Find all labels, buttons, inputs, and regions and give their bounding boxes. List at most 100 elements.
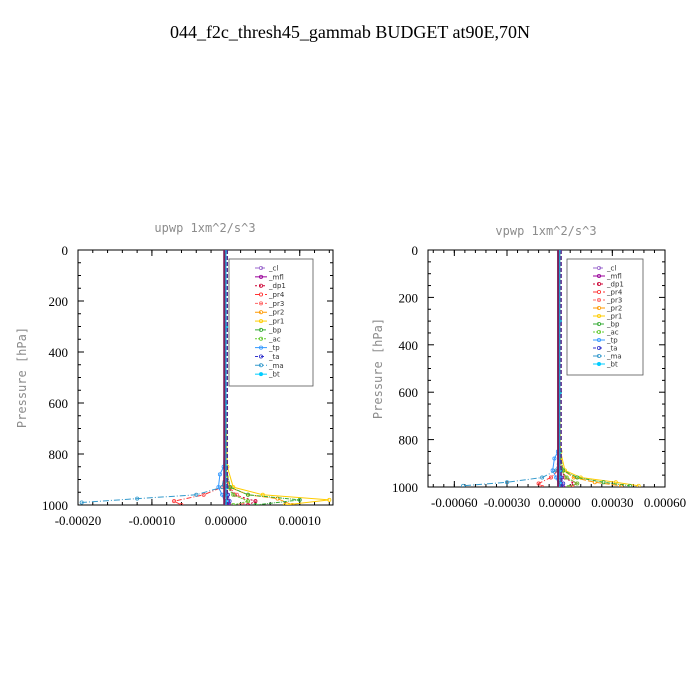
- y-axis-label: Pressure [hPa]: [15, 327, 29, 428]
- data-point: [636, 483, 641, 487]
- y-tick-label: 800: [399, 433, 419, 448]
- legend-marker: [258, 292, 263, 297]
- legend-label: _pr2: [268, 309, 284, 317]
- series-line-pr4: [172, 250, 227, 505]
- data-point: [245, 499, 250, 504]
- data-point: [135, 496, 140, 501]
- data-point: [540, 485, 545, 487]
- data-point: [253, 499, 258, 504]
- legend-label: _ma: [606, 353, 622, 361]
- legend: _cl_mfl_dp1_pr4_pr3_pr2_pr1_bp_ac_tp_ta_…: [228, 258, 314, 387]
- legend-marker: [258, 283, 263, 288]
- y-tick-label: 600: [399, 385, 419, 400]
- panel-title: vpwp 1xm^2/s^3: [495, 224, 596, 238]
- legend-marker: [597, 329, 602, 334]
- x-tick-label: -0.00030: [484, 495, 531, 510]
- y-tick-label: 600: [49, 396, 69, 411]
- data-point: [172, 499, 177, 504]
- legend-marker: [258, 301, 263, 306]
- legend-marker: [258, 354, 263, 359]
- data-point: [575, 481, 580, 486]
- series-group: [461, 250, 641, 487]
- legend-marker: [597, 289, 602, 294]
- data-point: [557, 250, 562, 252]
- data-point: [231, 492, 236, 497]
- legend-label: _bt: [606, 361, 618, 369]
- legend-label: _pr1: [268, 318, 284, 326]
- y-tick-label: 1000: [42, 498, 68, 513]
- data-point: [201, 492, 206, 497]
- legend-marker: [597, 273, 602, 278]
- y-tick-label: 400: [399, 338, 419, 353]
- y-tick-label: 800: [49, 447, 69, 462]
- data-point: [179, 503, 184, 505]
- y-tick-label: 200: [49, 294, 69, 309]
- data-point: [253, 503, 258, 505]
- data-point: [575, 475, 580, 480]
- legend-marker: [258, 363, 263, 368]
- x-tick-label: 0.00000: [539, 495, 581, 510]
- x-tick-label: 0.00000: [205, 513, 247, 528]
- legend-marker: [258, 327, 263, 332]
- chart-panel-1: upwp 1xm^2/s^3 Pressure [hPa] 0 200 400 600 80…: [15, 221, 334, 528]
- legend-marker: [258, 319, 263, 324]
- legend-marker: [597, 313, 602, 318]
- x-tick-label: 0.00060: [644, 495, 686, 510]
- legend-marker: [258, 372, 263, 377]
- y-tick-label: 0: [62, 243, 69, 258]
- legend-marker: [258, 345, 263, 350]
- legend-label: _pr1: [606, 313, 622, 321]
- x-tick-label: 0.00010: [279, 513, 321, 528]
- series-line-ma: [463, 250, 561, 487]
- data-point: [290, 503, 295, 505]
- legend-marker: [258, 310, 263, 315]
- legend-label: _bp: [606, 321, 620, 329]
- legend-label: _ta: [268, 353, 280, 361]
- data-point: [79, 500, 84, 505]
- legend-label: _mfl: [606, 273, 622, 281]
- y-tick-label: 200: [399, 290, 419, 305]
- legend-label: _mfl: [268, 273, 284, 281]
- x-tick-label: -0.00020: [55, 513, 102, 528]
- series-line-bt: [559, 250, 561, 487]
- legend-marker: [597, 305, 602, 310]
- x-tick-label: -0.00010: [129, 513, 176, 528]
- data-point: [194, 492, 199, 497]
- series-group: [79, 250, 332, 505]
- data-point: [548, 475, 553, 480]
- legend-label: _pr4: [268, 291, 285, 299]
- y-tick-label: 0: [412, 243, 419, 258]
- data-point: [275, 496, 280, 501]
- data-point: [504, 480, 509, 485]
- legend-marker: [597, 297, 602, 302]
- legend-marker: [258, 336, 263, 341]
- legend-label: _pr2: [606, 305, 622, 313]
- legend-label: _dp1: [606, 281, 624, 289]
- legend-label: _tp: [606, 337, 618, 345]
- data-point: [231, 503, 236, 505]
- legend-label: _pr3: [606, 297, 622, 305]
- legend-label: _bp: [268, 326, 282, 334]
- data-point: [327, 497, 332, 502]
- legend-label: _ac: [606, 329, 619, 337]
- data-point: [627, 483, 632, 487]
- data-point: [297, 497, 302, 502]
- series-line-ma: [81, 250, 227, 503]
- data-point: [566, 485, 571, 487]
- legend-marker: [597, 281, 602, 286]
- legend-marker: [597, 265, 602, 270]
- legend-label: _ta: [606, 345, 618, 353]
- legend: _cl_mfl_dp1_pr4_pr3_pr2_pr1_bp_ac_tp_ta_…: [566, 258, 644, 376]
- y-tick-label: 1000: [392, 480, 418, 495]
- legend-marker: [258, 274, 263, 279]
- panel-title: upwp 1xm^2/s^3: [154, 221, 255, 235]
- legend-marker: [597, 353, 602, 358]
- legend-label: _cl: [606, 265, 616, 273]
- data-point: [216, 485, 221, 490]
- legend-label: _pr3: [268, 300, 284, 308]
- data-point: [536, 481, 541, 486]
- data-point: [246, 503, 250, 505]
- legend-label: _tp: [268, 344, 280, 352]
- chart-panel-2: vpwp 1xm^2/s^3 Pressure [hPa] 0 200 400 600 80…: [371, 224, 686, 510]
